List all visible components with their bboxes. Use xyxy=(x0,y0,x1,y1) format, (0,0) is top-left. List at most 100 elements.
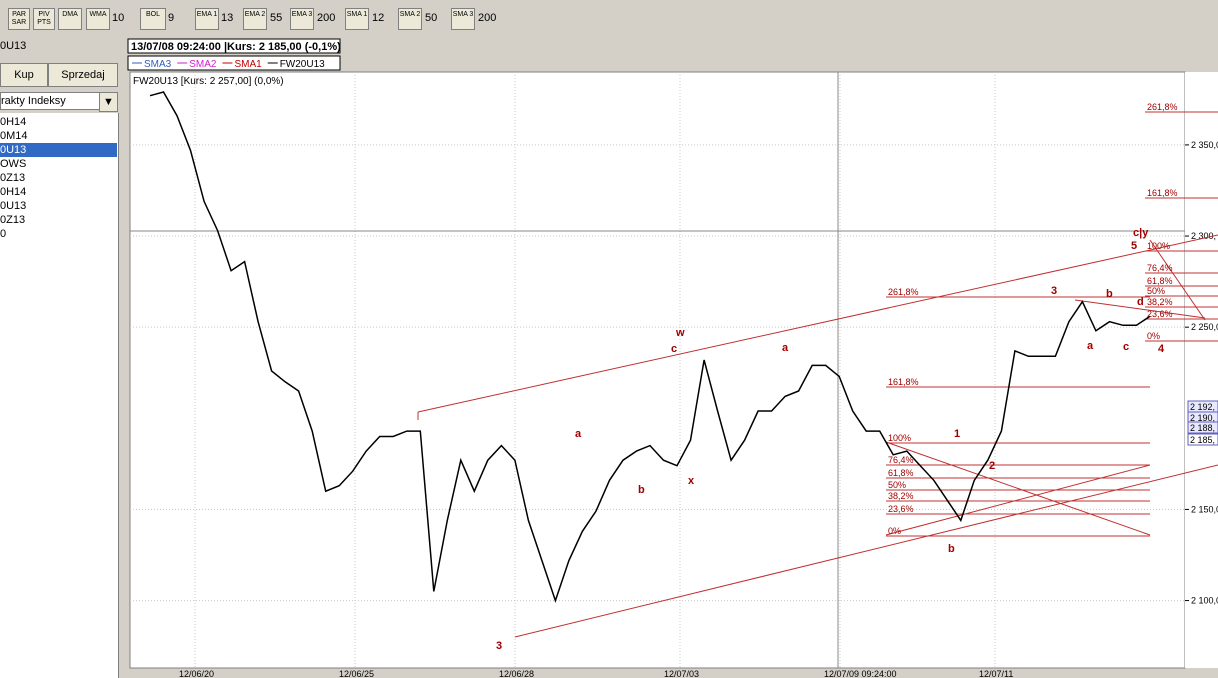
trend-line xyxy=(885,464,1151,536)
y-tick-label: 2 250,0 xyxy=(1191,322,1218,332)
period-value: 50 xyxy=(425,12,438,24)
list-item[interactable]: 0M14 xyxy=(0,130,28,142)
toolbar-button[interactable]: SMA 2 xyxy=(398,8,422,30)
wave-label: b xyxy=(638,484,645,496)
trend-line xyxy=(1074,299,1206,319)
fib-label: 38,2% xyxy=(888,491,914,501)
wave-label: c xyxy=(1123,341,1129,353)
y-tick-label: 2 300, xyxy=(1191,231,1216,241)
list-item[interactable]: 0H14 xyxy=(0,186,27,198)
legend-box xyxy=(127,55,341,71)
y-tick-label: 2 350,0 xyxy=(1191,140,1218,150)
list-item[interactable]: 0Z13 xyxy=(0,214,26,226)
y-tick-label: 2 100,0 xyxy=(1191,596,1218,606)
toolbar-button[interactable]: PIV PTS xyxy=(33,8,55,30)
fib-label: 61,8% xyxy=(1147,276,1173,286)
trend-line xyxy=(514,464,1218,638)
legend-label: FW20U13 xyxy=(280,59,325,70)
list-item[interactable]: 0 xyxy=(0,228,7,240)
price-line xyxy=(149,91,1151,603)
toolbar-button[interactable]: WMA xyxy=(86,8,110,30)
wave-label: 3 xyxy=(1051,285,1057,297)
x-tick-label: 12/07/03 xyxy=(664,669,699,678)
toolbar-button[interactable]: SMA 3 xyxy=(451,8,475,30)
fib-label: 23,6% xyxy=(1147,309,1173,319)
list-item[interactable]: 0U13 xyxy=(0,200,27,212)
wave-label: x xyxy=(688,475,695,487)
fib-label: 261,8% xyxy=(1147,102,1178,112)
fib-label: 38,2% xyxy=(1147,297,1173,307)
wave-label: d xyxy=(1137,296,1144,308)
period-value: 12 xyxy=(372,12,385,24)
fib-label: 76,4% xyxy=(1147,263,1173,273)
price-box xyxy=(1187,433,1218,446)
wave-label: 2 xyxy=(989,460,995,472)
toolbar-button[interactable]: EMA 1 xyxy=(195,8,219,30)
toolbar-button[interactable]: EMA 3 xyxy=(290,8,314,30)
list-item[interactable]: 0U13 xyxy=(0,143,117,157)
list-item[interactable]: 0H14 xyxy=(0,116,27,128)
period-value: 55 xyxy=(270,12,283,24)
y-tick-label: 2 150,0 xyxy=(1191,504,1218,514)
fib-label: 161,8% xyxy=(1147,188,1178,198)
fib-label: 50% xyxy=(888,480,906,490)
legend-label: SMA1 xyxy=(234,59,262,70)
trend-line xyxy=(417,234,1218,413)
period-value: 9 xyxy=(168,12,175,24)
fib-label: 100% xyxy=(1147,241,1170,251)
period-value: 200 xyxy=(317,12,336,24)
info-text: 13/07/08 09:24:00 |Kurs: 2 185,00 (-0,1%… xyxy=(131,41,341,53)
fib-label: 61,8% xyxy=(888,468,914,478)
wave-label: a xyxy=(575,428,582,440)
wave-label: b xyxy=(948,543,955,555)
wave-label: a xyxy=(1087,340,1094,352)
sell-button[interactable]: Sprzedaj xyxy=(48,63,118,87)
wave-label: w xyxy=(675,327,685,339)
wave-label: a xyxy=(782,342,789,354)
x-tick-label: 12/06/28 xyxy=(499,669,534,678)
x-tick-label: 12/06/25 xyxy=(339,669,374,678)
list-item[interactable]: 0Z13 xyxy=(0,172,26,184)
period-value: 13 xyxy=(221,12,234,24)
price-box-label: 2 190, xyxy=(1190,413,1215,423)
buy-button[interactable]: Kup xyxy=(0,63,48,87)
symbol: 0U13 xyxy=(0,40,27,52)
dropdown[interactable]: rakty Indeksy xyxy=(0,92,100,110)
axis-area xyxy=(1185,72,1218,668)
toolbar-button[interactable]: BOL xyxy=(140,8,166,30)
fib-label: 76,4% xyxy=(888,455,914,465)
dropdown-arrow[interactable]: ▼ xyxy=(99,92,118,112)
toolbar-button[interactable]: EMA 2 xyxy=(243,8,267,30)
price-box-label: 2 188, xyxy=(1190,423,1215,433)
legend-label: SMA2 xyxy=(189,59,217,70)
wave-label: c xyxy=(671,343,677,355)
fib-label: 0% xyxy=(888,526,901,536)
x-tick-label: 12/07/11 xyxy=(979,669,1013,678)
fib-label: 23,6% xyxy=(888,504,914,514)
list-item[interactable]: OWS xyxy=(0,158,27,170)
price-box-label: 2 192, xyxy=(1190,402,1215,412)
toolbar-button[interactable]: PAR SAR xyxy=(8,8,30,30)
trend-line xyxy=(885,441,1151,536)
fib-label: 100% xyxy=(888,433,911,443)
wave-label: b xyxy=(1106,288,1113,300)
toolbar-button[interactable]: SMA 1 xyxy=(345,8,369,30)
list-panel xyxy=(0,113,119,678)
plot-area xyxy=(129,71,1186,669)
info-box xyxy=(127,38,341,54)
wave-label: 1 xyxy=(954,428,960,440)
toolbar-button[interactable]: DMA xyxy=(58,8,82,30)
wave-label: 5 xyxy=(1131,240,1137,252)
price-box xyxy=(1187,421,1218,434)
period-value: 10 xyxy=(112,12,125,24)
legend-label: SMA3 xyxy=(144,59,172,70)
wave-label: c|y xyxy=(1133,227,1149,239)
chart-subtitle: FW20U13 [Kurs: 2 257,00] (0,0%) xyxy=(133,76,284,87)
fib-label: 50% xyxy=(1147,286,1165,296)
x-tick-label: 12/07/09 09:24:00 xyxy=(824,669,897,678)
wave-label: 3 xyxy=(496,640,502,652)
wave-label: 4 xyxy=(1158,343,1165,355)
fib-label: 261,8% xyxy=(888,287,919,297)
